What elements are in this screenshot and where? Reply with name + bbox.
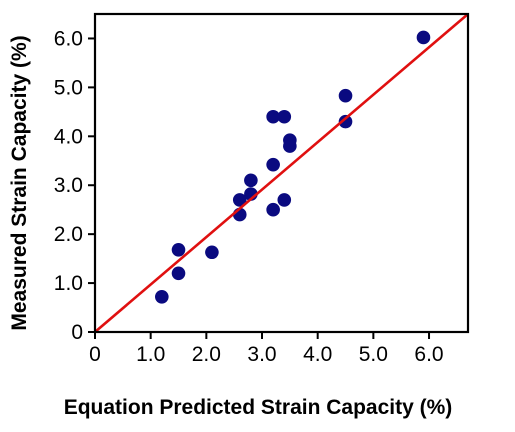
- data-point: [266, 109, 280, 124]
- data-point: [266, 157, 280, 172]
- y-tick-label: 4.0: [54, 125, 83, 148]
- data-point: [277, 109, 292, 124]
- data-point: [244, 173, 258, 188]
- plot-frame: [93, 12, 470, 334]
- data-point: [338, 114, 353, 129]
- data-point: [205, 245, 219, 260]
- y-tick-label: 5.0: [54, 76, 83, 99]
- axes: 0 1.0 2.0 3.0 4.0 5.0 6.0 0 1.0 2.0 3.0 4.0 5.0 6.0: [54, 12, 470, 366]
- data-point: [171, 243, 186, 257]
- data-point: [283, 133, 297, 148]
- data-point: [416, 30, 431, 45]
- x-tick-label: 0: [89, 343, 101, 366]
- y-tick-label: 0: [71, 321, 83, 344]
- y-axis-title: Measured Strain Capacity (%): [8, 35, 31, 330]
- y-tick-label: 3.0: [54, 174, 83, 197]
- x-tick-label: 4.0: [303, 343, 332, 366]
- x-tick-label: 2.0: [192, 343, 221, 366]
- data-point: [155, 289, 169, 304]
- series-layer: [95, 14, 468, 332]
- plot-area: [95, 14, 468, 332]
- data-point: [232, 193, 247, 207]
- data-point: [277, 193, 292, 207]
- y-tick-label: 1.0: [54, 272, 83, 295]
- x-tick-label: 6.0: [414, 343, 443, 366]
- data-point: [266, 202, 280, 217]
- y-tick-label: 2.0: [54, 223, 83, 246]
- x-tick-label: 1.0: [136, 343, 165, 366]
- x-tick-label: 3.0: [247, 343, 276, 366]
- x-axis-title: Equation Predicted Strain Capacity (%): [64, 396, 453, 419]
- reference-line: [95, 14, 468, 332]
- data-point: [171, 266, 186, 281]
- data-point: [338, 88, 353, 103]
- x-tick-label: 5.0: [359, 343, 388, 366]
- y-tick-label: 6.0: [54, 27, 83, 50]
